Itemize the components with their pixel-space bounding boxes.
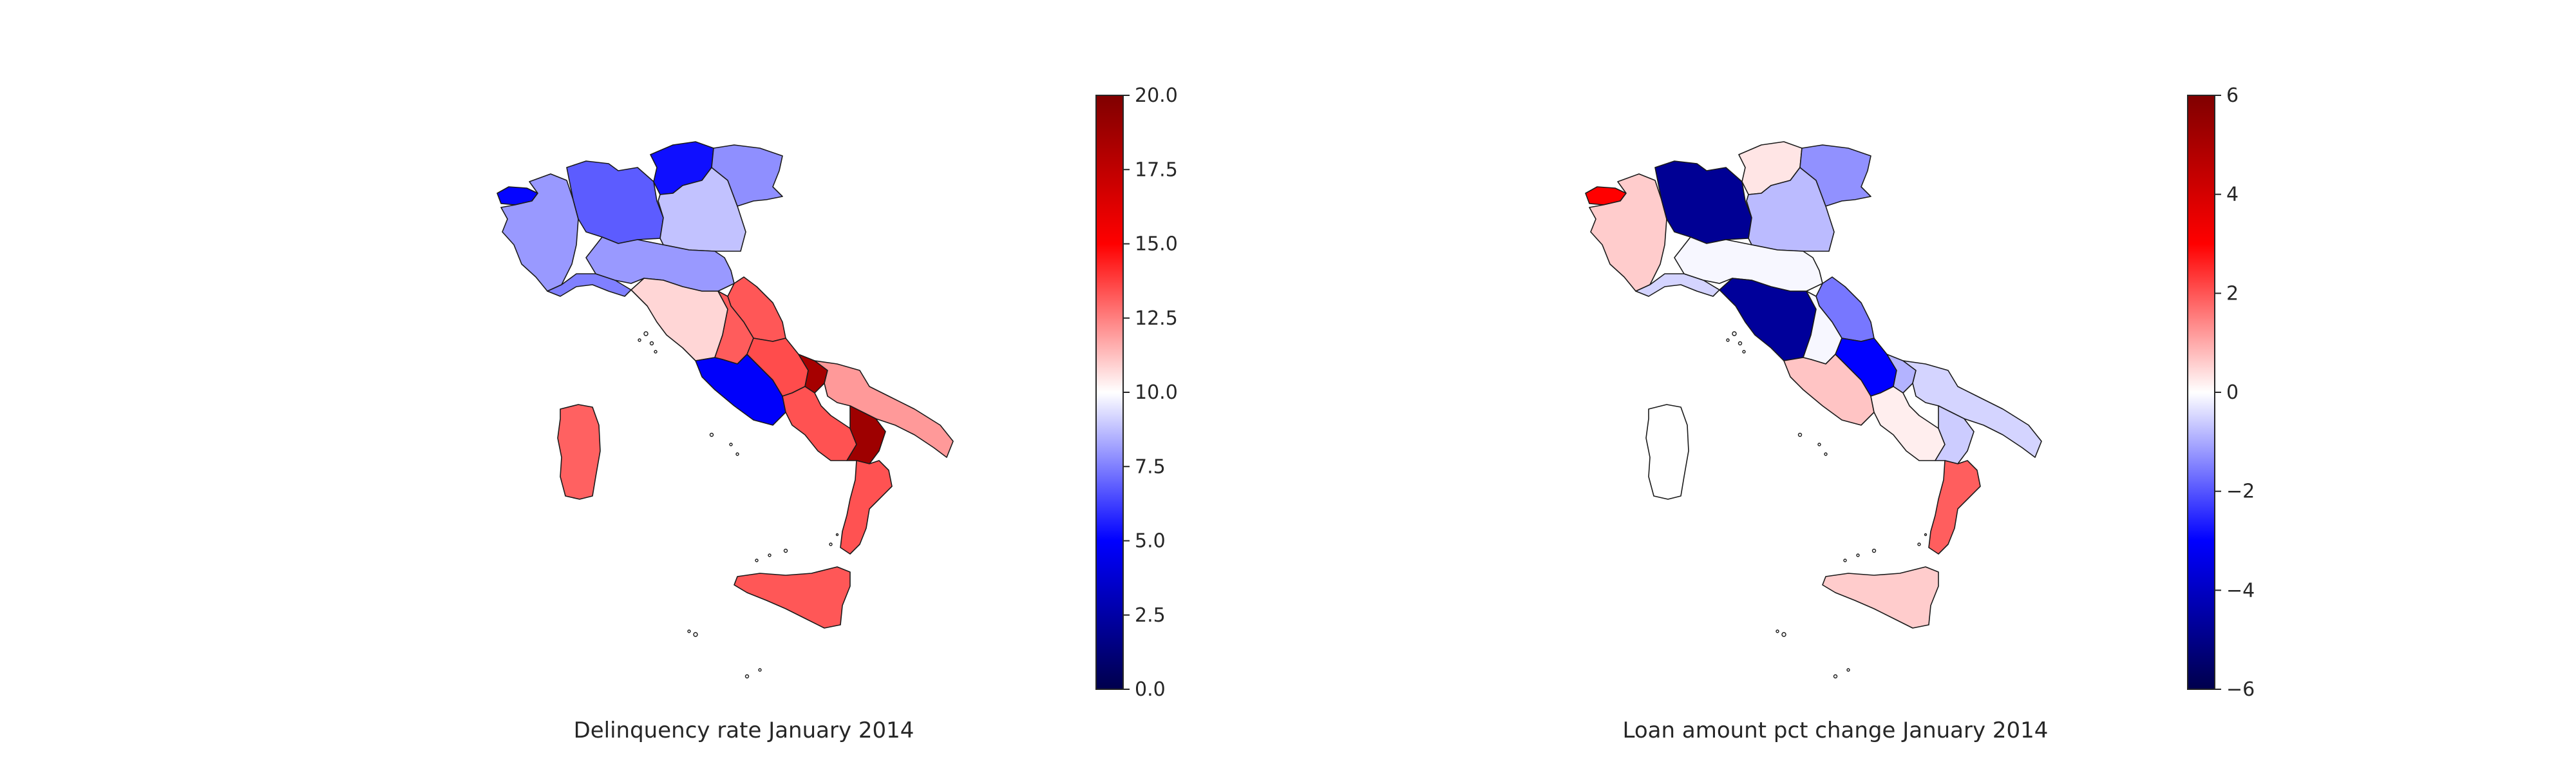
region-puglia: [814, 360, 954, 458]
islet-8: [1856, 553, 1860, 557]
islet-2: [654, 350, 658, 354]
islet-7: [1871, 548, 1877, 553]
islet-3: [638, 338, 641, 342]
loan-change-map-panel: [1585, 141, 2042, 679]
islet-9: [755, 558, 759, 562]
islet-10: [829, 542, 833, 546]
region-veneto: [1746, 167, 1835, 252]
colorbar-gradient: [1096, 95, 1123, 689]
islet-7: [783, 548, 788, 553]
region-calabria: [840, 460, 893, 555]
islet-11: [835, 533, 839, 537]
islet-6: [735, 452, 739, 456]
region-sicilia: [734, 566, 851, 629]
islet-11: [1924, 533, 1927, 537]
delinquency-colorbar: 0.0 2.5 5.0 7.5 10.0 12.5 15.0 17.5 20.0: [1095, 84, 1178, 701]
islet-8: [768, 553, 772, 557]
colorbar-tick-label: 10.0: [1135, 381, 1178, 404]
region-friuli-venezia-giulia: [711, 144, 783, 207]
islet-5: [1817, 443, 1821, 446]
islet-13: [687, 629, 691, 633]
colorbar-tick-label: 20.0: [1135, 84, 1178, 107]
colorbar-tick-label: 17.5: [1135, 158, 1178, 181]
colorbar-tick-label: 2.5: [1135, 604, 1166, 627]
islet-14: [758, 668, 762, 672]
region-friuli-venezia-giulia: [1799, 144, 1871, 207]
colorbar-tick-label: −4: [2226, 579, 2255, 602]
region-sardegna: [557, 404, 601, 500]
islet-1: [1738, 341, 1743, 346]
colorbar-gradient: [2188, 95, 2215, 689]
colorbar-tick-label: 7.5: [1135, 455, 1166, 478]
islet-1: [649, 341, 654, 346]
region-puglia: [1902, 360, 2042, 458]
loan-change-colorbar: −6 −4 −2 0 2 4 6: [2187, 84, 2255, 701]
islet-0: [1732, 331, 1737, 336]
region-lombardia: [566, 160, 664, 244]
islet-3: [1726, 338, 1730, 342]
region-toscana: [1719, 278, 1817, 361]
colorbar-tick-label: 6: [2226, 84, 2239, 107]
colorbar-tick-label: 12.5: [1135, 307, 1178, 330]
islet-4: [709, 432, 714, 437]
islet-9: [1843, 558, 1847, 562]
colorbar-tick-label: 15.0: [1135, 233, 1178, 256]
islet-0: [643, 331, 649, 336]
region-sardegna: [1645, 404, 1689, 500]
islet-10: [1917, 542, 1921, 546]
islet-6: [1824, 452, 1828, 456]
loan-change-map-title: Loan amount pct change January 2014: [1623, 718, 2049, 743]
islet-12: [1781, 632, 1786, 637]
colorbar-tick-label: 5.0: [1135, 530, 1166, 553]
region-veneto: [658, 167, 746, 252]
region-sicilia: [1822, 566, 1939, 629]
colorbar-tick-label: −2: [2226, 481, 2255, 503]
islet-15: [1833, 674, 1838, 679]
islet-14: [1846, 668, 1850, 672]
region-liguria: [1635, 273, 1720, 297]
colorbar-tick-label: −6: [2226, 678, 2255, 701]
region-lombardia: [1654, 160, 1752, 244]
islet-12: [693, 632, 698, 637]
region-toscana: [630, 278, 728, 361]
delinquency-map-panel: [497, 141, 954, 679]
region-liguria: [547, 273, 632, 297]
colorbar-tick-label: 0: [2226, 381, 2239, 404]
colorbar-tick-label: 0.0: [1135, 678, 1166, 701]
delinquency-map-title: Delinquency rate January 2014: [574, 718, 914, 743]
islet-15: [744, 674, 750, 679]
islet-5: [729, 443, 733, 446]
islet-13: [1776, 629, 1779, 633]
islet-4: [1797, 432, 1803, 437]
region-calabria: [1928, 460, 1981, 555]
colorbar-tick-label: 2: [2226, 282, 2239, 305]
colorbar-tick-label: 4: [2226, 184, 2239, 206]
islet-2: [1742, 350, 1746, 354]
